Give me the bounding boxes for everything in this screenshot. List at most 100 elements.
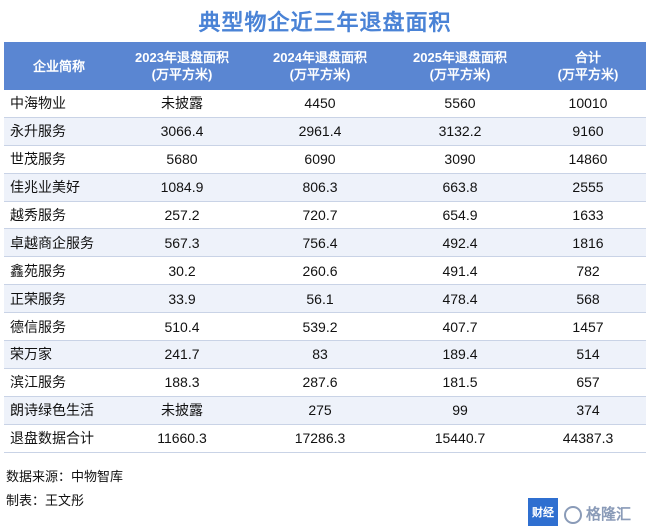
value-cell: 2555: [530, 173, 646, 202]
value-cell: 657: [530, 368, 646, 397]
value-cell: 260.6: [250, 256, 390, 286]
value-cell: 241.7: [114, 340, 250, 369]
value-cell: 568: [530, 284, 646, 314]
value-cell: 492.4: [390, 228, 530, 258]
value-cell: 720.7: [250, 201, 390, 230]
value-cell: 5560: [390, 90, 530, 118]
header-unit: (万平方米): [151, 67, 213, 82]
value-cell: 未披露: [114, 396, 250, 425]
logo-box: 财经: [528, 498, 558, 526]
value-cell: 56.1: [250, 284, 390, 314]
logo-circle-icon: [564, 506, 582, 524]
watermark-logo: 财经 格隆汇: [528, 488, 646, 526]
value-cell: 2961.4: [250, 117, 390, 146]
header-unit: (万平方米): [289, 67, 351, 82]
value-cell: 未披露: [114, 90, 250, 118]
company-name-cell: 滨江服务: [4, 368, 114, 397]
value-cell: 9160: [530, 117, 646, 146]
header-label: 企业简称: [32, 58, 85, 74]
value-cell: 3090: [390, 145, 530, 174]
company-name-cell: 荣万家: [4, 340, 114, 369]
value-cell: 491.4: [390, 256, 530, 286]
value-cell: 33.9: [114, 284, 250, 314]
company-name-cell: 德信服务: [4, 312, 114, 342]
header-cell: 企业简称: [4, 42, 114, 90]
table-row: 荣万家 241.7 83 189.4 514: [4, 340, 646, 369]
value-cell: 514: [530, 340, 646, 369]
header-unit: (万平方米): [557, 67, 619, 82]
value-cell: 1084.9: [114, 173, 250, 202]
value-cell: 44387.3: [530, 424, 646, 453]
table-row: 德信服务 510.4 539.2 407.7 1457: [4, 312, 646, 342]
value-cell: 1633: [530, 201, 646, 230]
company-name-cell: 卓越商企服务: [4, 228, 114, 258]
company-name-cell: 鑫苑服务: [4, 256, 114, 286]
value-cell: 567.3: [114, 228, 250, 258]
header-label: 2023年退盘面积: [135, 50, 229, 65]
company-name-cell: 中海物业: [4, 90, 114, 118]
value-cell: 654.9: [390, 201, 530, 230]
data-source: 数据来源：中物智库: [6, 469, 124, 484]
value-cell: 30.2: [114, 256, 250, 286]
value-cell: 539.2: [250, 312, 390, 342]
value-cell: 4450: [250, 90, 390, 118]
header-label: 2024年退盘面积: [273, 50, 367, 65]
header-cell: 2024年退盘面积 (万平方米): [250, 42, 390, 90]
table-row: 越秀服务 257.2 720.7 654.9 1633: [4, 201, 646, 230]
value-cell: 10010: [530, 90, 646, 118]
value-cell: 188.3: [114, 368, 250, 397]
table-row: 鑫苑服务 30.2 260.6 491.4 782: [4, 256, 646, 286]
value-cell: 3066.4: [114, 117, 250, 146]
value-cell: 806.3: [250, 173, 390, 202]
value-cell: 17286.3: [250, 424, 390, 453]
value-cell: 478.4: [390, 284, 530, 314]
value-cell: 257.2: [114, 201, 250, 230]
value-cell: 663.8: [390, 173, 530, 202]
table-row: 永升服务 3066.4 2961.4 3132.2 9160: [4, 117, 646, 146]
value-cell: 1816: [530, 228, 646, 258]
value-cell: 287.6: [250, 368, 390, 397]
retreat-area-table: 企业简称 2023年退盘面积 (万平方米) 2024年退盘面积 (万平方米) 2025年退…: [4, 42, 646, 453]
header-label: 合计: [574, 50, 601, 65]
value-cell: 374: [530, 396, 646, 425]
value-cell: 99: [390, 396, 530, 425]
table-row: 朗诗绿色生活 未披露 275 99 374: [4, 396, 646, 425]
value-cell: 6090: [250, 145, 390, 174]
company-name-cell: 正荣服务: [4, 284, 114, 314]
table-title: 典型物企近三年退盘面积: [198, 10, 452, 35]
table-row: 佳兆业美好 1084.9 806.3 663.8 2555: [4, 173, 646, 202]
value-cell: 15440.7: [390, 424, 530, 453]
table-row: 卓越商企服务 567.3 756.4 492.4 1816: [4, 228, 646, 258]
value-cell: 407.7: [390, 312, 530, 342]
table-row: 中海物业 未披露 4450 5560 10010: [4, 90, 646, 118]
value-cell: 83: [250, 340, 390, 369]
company-name-cell: 朗诗绿色生活: [4, 396, 114, 425]
company-name-cell: 佳兆业美好: [4, 173, 114, 202]
value-cell: 5680: [114, 145, 250, 174]
table-row: 退盘数据合计 11660.3 17286.3 15440.7 44387.3: [4, 424, 646, 453]
value-cell: 756.4: [250, 228, 390, 258]
value-cell: 275: [250, 396, 390, 425]
company-name-cell: 退盘数据合计: [4, 424, 114, 453]
header-label: 2025年退盘面积: [413, 50, 507, 65]
value-cell: 3132.2: [390, 117, 530, 146]
header-cell: 2023年退盘面积 (万平方米): [114, 42, 250, 90]
value-cell: 1457: [530, 312, 646, 342]
table-row: 滨江服务 188.3 287.6 181.5 657: [4, 368, 646, 397]
value-cell: 510.4: [114, 312, 250, 342]
table-row: 正荣服务 33.9 56.1 478.4 568: [4, 284, 646, 314]
header-cell: 合计 (万平方米): [530, 42, 646, 90]
company-name-cell: 永升服务: [4, 117, 114, 146]
value-cell: 11660.3: [114, 424, 250, 453]
value-cell: 14860: [530, 145, 646, 174]
header-unit: (万平方米): [429, 67, 491, 82]
value-cell: 782: [530, 256, 646, 286]
header-cell: 2025年退盘面积 (万平方米): [390, 42, 530, 90]
table-row: 世茂服务 5680 6090 3090 14860: [4, 145, 646, 174]
company-name-cell: 世茂服务: [4, 145, 114, 174]
value-cell: 189.4: [390, 340, 530, 369]
logo-text: 格隆汇: [586, 506, 632, 523]
table-author: 制表：王文彤: [6, 493, 85, 508]
table-body: 中海物业 未披露 4450 5560 10010 永升服务 3066.4 2961.4 3132…: [4, 90, 646, 453]
header-row: 企业简称 2023年退盘面积 (万平方米) 2024年退盘面积 (万平方米) 2025年退…: [4, 42, 646, 90]
